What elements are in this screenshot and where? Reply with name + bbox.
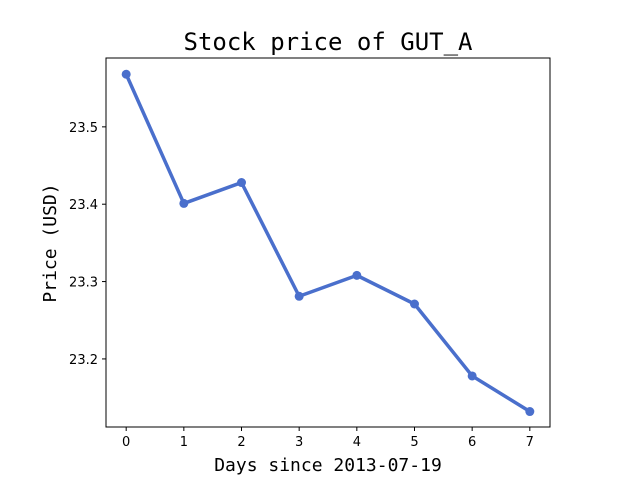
series-layer — [121, 69, 535, 417]
series-line — [124, 72, 532, 414]
x-axis-ticks: 0 1 2 3 4 5 6 7 — [122, 427, 534, 450]
y-tick-label: 23.3 — [69, 276, 98, 291]
chart-title: Stock price of GUT_A — [184, 28, 474, 56]
data-point — [121, 69, 131, 79]
x-tick-label: 4 — [353, 435, 361, 450]
plot-frame — [105, 57, 551, 428]
data-point — [237, 178, 247, 188]
data-point — [409, 299, 419, 309]
y-tick-label: 23.4 — [69, 198, 98, 213]
y-tick-label: 23.2 — [69, 353, 98, 368]
x-tick-label: 6 — [468, 435, 476, 450]
data-point — [525, 407, 535, 417]
y-tick-label: 23.5 — [69, 121, 98, 136]
x-tick-label: 2 — [237, 435, 245, 450]
x-tick-label: 3 — [295, 435, 303, 450]
data-point — [352, 270, 362, 280]
x-tick-label: 7 — [526, 435, 534, 450]
x-axis-label: Days since 2013-07-19 — [214, 455, 442, 476]
x-tick-label: 5 — [410, 435, 418, 450]
data-point — [467, 371, 477, 381]
y-axis-ticks: 23.2 23.3 23.4 23.5 — [69, 121, 106, 368]
x-tick-label: 0 — [122, 435, 130, 450]
data-point — [179, 198, 189, 208]
data-point — [294, 291, 304, 301]
y-axis-label: Price (USD) — [40, 183, 61, 302]
x-tick-label: 1 — [180, 435, 188, 450]
